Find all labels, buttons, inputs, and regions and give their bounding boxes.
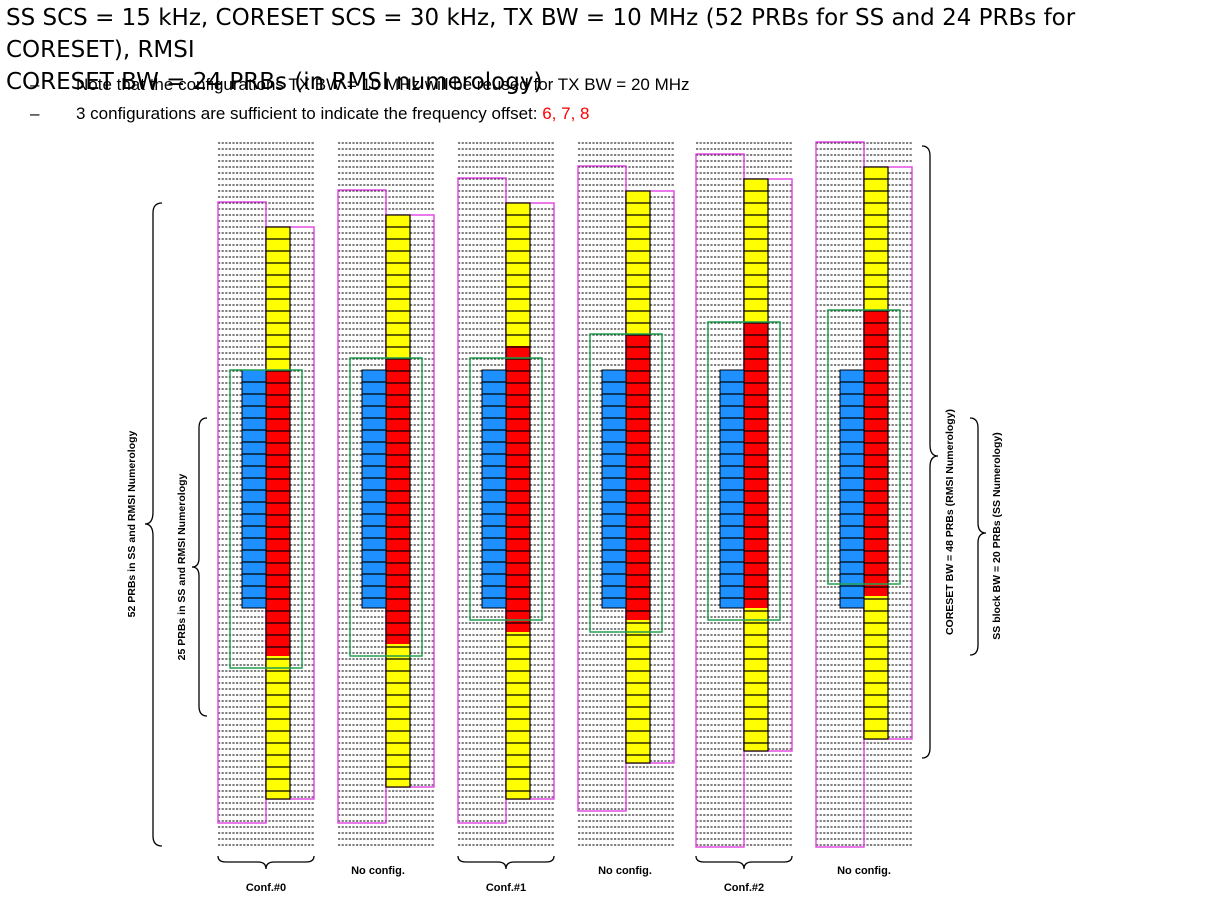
title-line-2: CORESET BW = 24 PRBs (in RMSI numerology… <box>6 69 543 95</box>
ss-block <box>602 370 626 608</box>
bullet-dash: – <box>30 104 40 123</box>
prb-grid <box>218 142 912 846</box>
configuration-column <box>217 201 315 824</box>
left-label-inner: 25 PRBs in SS and RMSI Numerology <box>176 473 188 660</box>
right-label-outer: CORESET BW = 48 PRBs (RMSI Numerology) <box>944 409 956 635</box>
configuration-column <box>577 165 675 812</box>
left-label-outer: 52 PRBs in SS and RMSI Numerology <box>126 430 138 617</box>
frequency-offset-values: 6, 7, 8 <box>542 104 590 123</box>
ss-span-outline <box>827 309 901 585</box>
ss-block <box>362 370 386 608</box>
ss-block <box>482 370 506 608</box>
coreset-yellow-bottom <box>626 620 650 763</box>
coreset-red-overlap <box>266 370 290 656</box>
column-label-conf1: Conf.#1 <box>486 882 526 894</box>
configuration-column <box>815 141 913 848</box>
bottom-brace-conf0 <box>217 855 315 870</box>
coreset-yellow-bottom <box>864 596 888 739</box>
right-label-inner: SS block BW = 20 PRBs (SS Numerology) <box>991 432 1003 639</box>
bullet-text: 3 configurations are sufficient to indic… <box>76 104 543 123</box>
column-label-conf0: Conf.#0 <box>246 882 286 894</box>
ss-block <box>242 370 266 608</box>
coreset-red-overlap <box>386 358 410 644</box>
bullet-1: – Note that the configurations TX BW = 10… <box>30 75 690 95</box>
column-label-noconfig-1: No config. <box>351 865 405 877</box>
ss-span-outline <box>589 333 663 633</box>
configuration-column <box>695 153 793 848</box>
right-brace-outer <box>921 145 939 759</box>
ss-block <box>840 370 864 608</box>
coreset-red-overlap <box>626 334 650 620</box>
bottom-brace-conf1 <box>457 855 555 870</box>
configuration-column <box>337 189 435 824</box>
coreset-red-overlap <box>744 322 768 608</box>
bottom-brace-conf2 <box>695 855 793 870</box>
coreset-yellow-bottom <box>386 644 410 787</box>
right-brace-inner <box>969 417 987 656</box>
coreset-yellow-bottom <box>506 632 530 799</box>
ss-block <box>720 370 744 608</box>
ss-block-outline <box>601 369 627 609</box>
bullet-text: Note that the configurations TX BW = 10 … <box>76 75 690 94</box>
ss-span-outline <box>229 369 303 669</box>
column-label-noconfig-3: No config. <box>837 865 891 877</box>
ss-span-outline <box>707 321 781 621</box>
coreset-red-overlap <box>506 346 530 632</box>
page-title: SS SCS = 15 kHz, CORESET SCS = 30 kHz, T… <box>6 2 1206 98</box>
configuration-column <box>457 177 555 824</box>
column-label-noconfig-2: No config. <box>598 865 652 877</box>
column-label-conf2: Conf.#2 <box>724 882 764 894</box>
ss-block-outline <box>481 369 507 609</box>
coreset-yellow-bottom <box>266 656 290 799</box>
ss-span-outline <box>469 357 543 621</box>
ss-block-outline <box>361 369 387 609</box>
left-brace-outer <box>144 202 163 847</box>
bullet-dash: – <box>30 75 40 94</box>
left-brace-inner <box>191 417 208 717</box>
coreset-red-overlap <box>864 310 888 596</box>
prb-blocks <box>217 141 913 848</box>
ss-block-outline <box>719 369 745 609</box>
coreset-yellow-bottom <box>744 608 768 751</box>
ss-span-outline <box>349 357 423 657</box>
bullet-2: – 3 configurations are sufficient to indi… <box>30 104 589 124</box>
title-line-1: SS SCS = 15 kHz, CORESET SCS = 30 kHz, T… <box>6 5 1076 63</box>
ss-block-outline <box>839 369 865 609</box>
